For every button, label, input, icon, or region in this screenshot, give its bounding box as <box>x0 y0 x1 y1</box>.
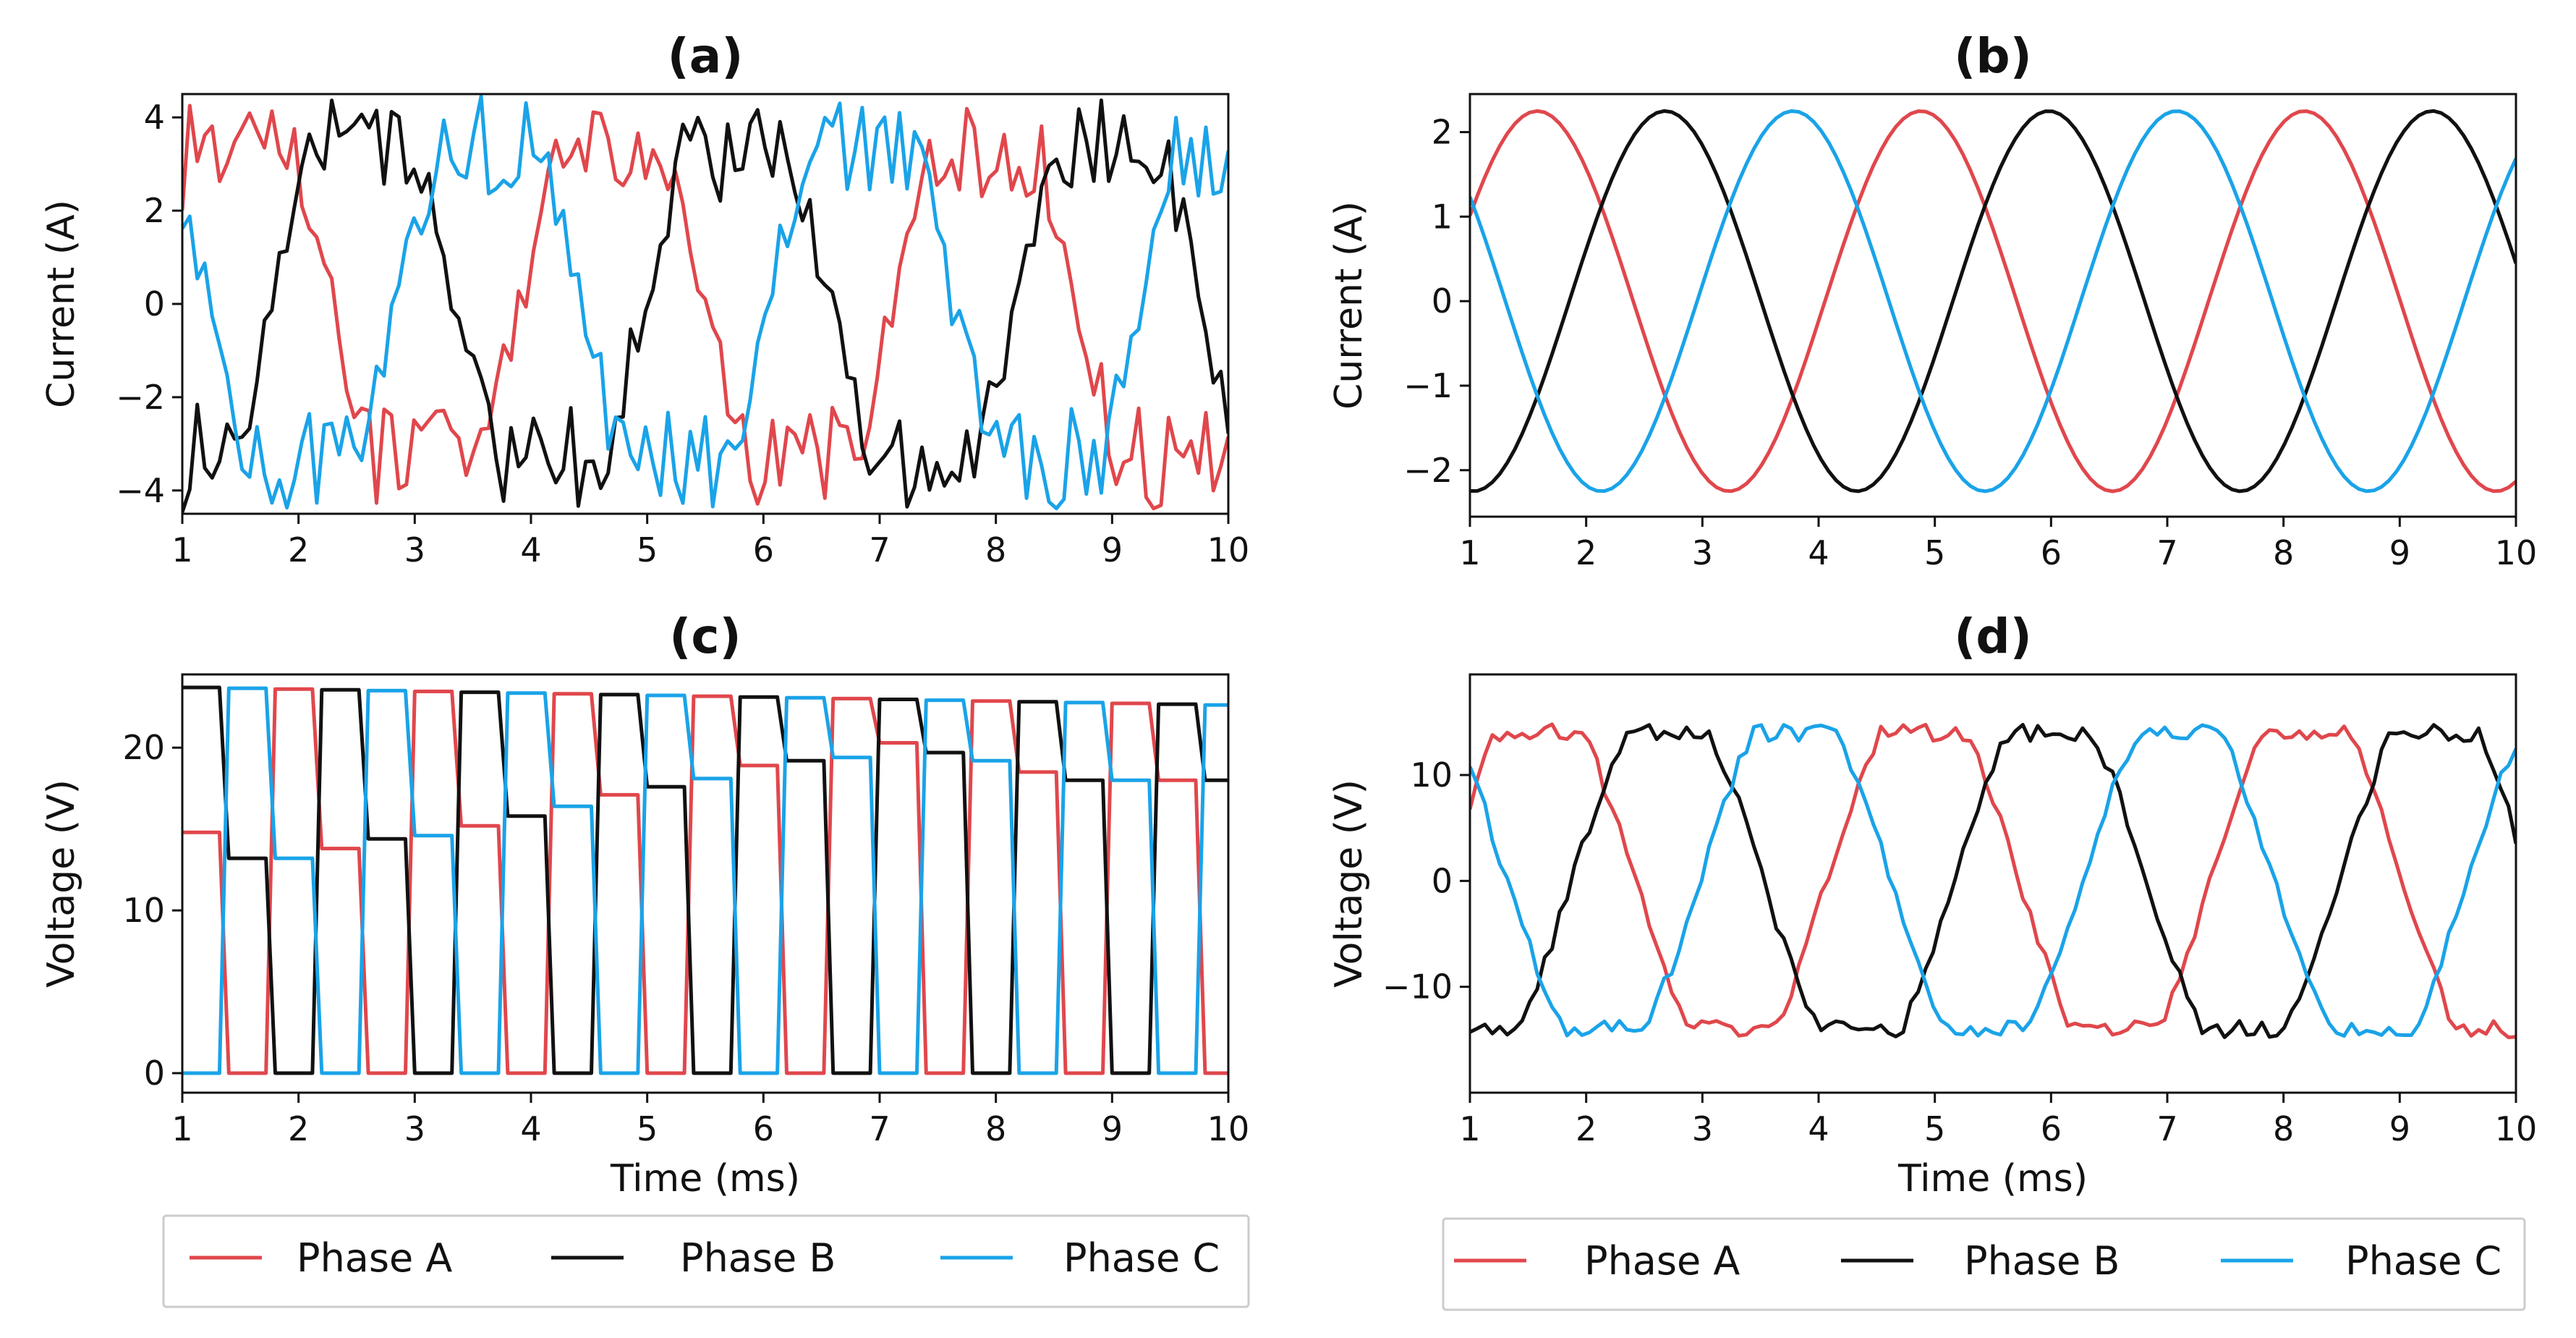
plot-frame-c <box>181 673 1230 1094</box>
chart-title-c: (c) <box>669 609 741 664</box>
ytick-label-b: −1 <box>1403 366 1453 405</box>
xtick-label-c: 7 <box>869 1109 890 1148</box>
xtick-label-b: 1 <box>1459 533 1480 572</box>
ytick-label-c: 0 <box>144 1054 165 1093</box>
series-d-phase-a <box>1470 722 2516 1040</box>
xtick-label-b: 2 <box>1576 533 1597 572</box>
series-a-phase-c <box>182 94 1228 511</box>
ytick-label-b: 1 <box>1432 197 1453 236</box>
ytick-label-a: 2 <box>144 191 165 230</box>
xtick-label-c: 4 <box>520 1109 541 1148</box>
xtick-label-d: 8 <box>2273 1109 2294 1148</box>
xtick-label-b: 4 <box>1808 533 1829 572</box>
chart-title-a: (a) <box>668 28 744 84</box>
legend-left-label-c: Phase C <box>1063 1235 1220 1281</box>
xtick-label-d: 3 <box>1692 1109 1713 1148</box>
xlabel-c: Time (ms) <box>610 1157 800 1201</box>
ylabel-a: Current (A) <box>40 200 83 408</box>
series-b-phase-a <box>1470 109 2516 494</box>
ytick-label-b: −2 <box>1403 451 1453 490</box>
series-a-phase-b <box>182 98 1228 513</box>
ylabel-b: Current (A) <box>1327 201 1371 410</box>
xtick-label-d: 2 <box>1576 1109 1597 1148</box>
series-b-phase-c <box>1470 109 2516 494</box>
ytick-label-a: −2 <box>116 378 165 417</box>
ytick-label-d: −10 <box>1382 967 1453 1007</box>
xtick-label-a: 6 <box>753 530 774 570</box>
legend-right-label-c: Phase C <box>2345 1238 2501 1284</box>
plot-frame-d <box>1468 673 2517 1094</box>
xtick-label-d: 9 <box>2389 1109 2410 1148</box>
xtick-label-a: 9 <box>1102 530 1123 570</box>
ytick-label-d: 0 <box>1432 861 1453 900</box>
series-c-phase-c <box>182 686 1228 1075</box>
chart-a: 1 2 3 4 5 6 7 8 9 10 −4 −2 0 2 4 (a) Current (A) <box>40 28 1249 570</box>
ytick-label-b: 2 <box>1432 113 1453 152</box>
chart-d: 1 2 3 4 5 6 7 8 9 10 −10 0 10 (d) Voltage (V) Time (ms) <box>1327 609 2537 1201</box>
ylabel-c: Voltage (V) <box>40 779 83 988</box>
xtick-label-b: 9 <box>2389 533 2410 572</box>
xtick-label-a: 3 <box>404 530 425 570</box>
ytick-label-c: 20 <box>122 728 165 767</box>
series-c-phase-b <box>182 685 1228 1075</box>
legend-right-label-b: Phase B <box>1964 1238 2120 1284</box>
xtick-label-b: 8 <box>2273 533 2294 572</box>
chart-title-d: (d) <box>1954 609 2032 664</box>
xlabel-d: Time (ms) <box>1897 1157 2088 1201</box>
xtick-label-d: 1 <box>1459 1109 1480 1148</box>
legend-right: Phase A Phase B Phase C <box>1442 1217 2526 1311</box>
ytick-label-b: 0 <box>1432 281 1453 321</box>
ytick-label-c: 10 <box>122 891 165 930</box>
legend-left-label-a: Phase A <box>297 1235 452 1281</box>
ytick-label-d: 10 <box>1410 755 1453 795</box>
series-d-phase-c <box>1470 723 2516 1038</box>
series-b-phase-b <box>1470 109 2516 494</box>
plot-frame-b <box>1468 93 2517 518</box>
xtick-label-c: 1 <box>171 1109 192 1148</box>
xtick-label-c: 10 <box>1207 1109 1250 1148</box>
chart-title-b: (b) <box>1954 28 2032 84</box>
xtick-label-d: 10 <box>2495 1109 2538 1148</box>
ylabel-d: Voltage (V) <box>1327 779 1371 988</box>
xtick-label-a: 5 <box>637 530 658 570</box>
xtick-label-d: 5 <box>1924 1109 1945 1148</box>
series-c-phase-a <box>182 687 1228 1075</box>
chart-b: 1 2 3 4 5 6 7 8 9 10 −2 −1 0 1 2 (b) Current (A) <box>1327 28 2537 572</box>
legend-left: Phase A Phase B Phase C <box>162 1214 1250 1308</box>
xtick-label-a: 4 <box>520 530 541 570</box>
xtick-label-c: 2 <box>288 1109 309 1148</box>
xtick-label-c: 9 <box>1102 1109 1123 1148</box>
legend-right-label-a: Phase A <box>1584 1238 1740 1284</box>
ytick-label-a: 4 <box>144 98 165 137</box>
xtick-label-b: 3 <box>1692 533 1713 572</box>
xtick-label-b: 5 <box>1924 533 1945 572</box>
xtick-label-a: 2 <box>288 530 309 570</box>
legend-left-label-b: Phase B <box>680 1235 836 1281</box>
ytick-label-a: −4 <box>116 471 165 510</box>
xtick-label-d: 6 <box>2041 1109 2062 1148</box>
xtick-label-a: 1 <box>171 530 192 570</box>
xtick-label-b: 7 <box>2156 533 2177 572</box>
xtick-label-b: 10 <box>2495 533 2538 572</box>
series-d-phase-b <box>1470 723 2516 1039</box>
xtick-label-a: 10 <box>1207 530 1250 570</box>
series-a-phase-a <box>182 103 1228 511</box>
xtick-label-d: 4 <box>1808 1109 1829 1148</box>
xtick-label-c: 3 <box>404 1109 425 1148</box>
xtick-label-c: 8 <box>985 1109 1006 1148</box>
chart-c: 1 2 3 4 5 6 7 8 9 10 0 10 20 (c) Voltage (V) Time (ms) <box>40 609 1249 1201</box>
xtick-label-a: 8 <box>985 530 1006 570</box>
xtick-label-b: 6 <box>2041 533 2062 572</box>
xtick-label-d: 7 <box>2156 1109 2177 1148</box>
xtick-label-a: 7 <box>869 530 890 570</box>
ytick-label-a: 0 <box>144 284 165 323</box>
xtick-label-c: 5 <box>637 1109 658 1148</box>
xtick-label-c: 6 <box>753 1109 774 1148</box>
